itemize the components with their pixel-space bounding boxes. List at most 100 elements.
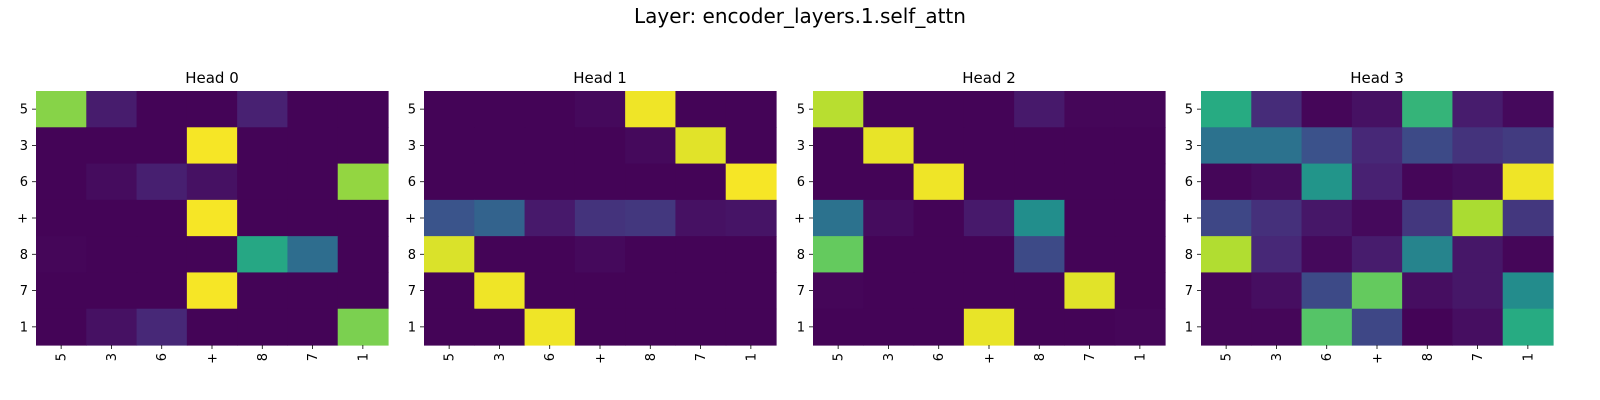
heatmap-cell [287,236,339,274]
heatmap-cell [725,236,777,274]
heatmap-cell [863,91,915,128]
heatmap-cell [863,127,915,165]
x-tick-label: 5 [55,353,70,361]
y-tick-label: 6 [797,175,805,190]
x-tick-label: + [206,353,221,364]
y-tick-label: 8 [1185,248,1193,263]
heatmap-cell [625,127,677,165]
heatmap-cell [337,236,389,274]
heatmap-cell [1201,308,1252,346]
heatmap-cell [237,272,289,310]
heatmap-cell [36,127,87,165]
x-tick-label: 8 [1421,353,1436,361]
x-tick-label: 3 [493,353,508,361]
heatmap-cell [1201,199,1252,237]
heatmap-cell [1014,199,1066,237]
y-tick-label: 8 [408,248,416,263]
heatmap-cell [337,127,389,165]
heatmap-cell [1251,236,1303,274]
heatmap-cell [237,199,289,237]
heatmap-cell [1064,236,1116,274]
heatmap-cell [237,236,289,274]
heatmap-cell [287,163,339,201]
heatmap-cell [963,163,1015,201]
heatmap-cell [474,199,526,237]
heatmap-cell [863,163,915,201]
heatmap-cell [86,236,138,274]
x-tick-label: 6 [1320,353,1335,361]
heatmap-cell [1114,127,1166,165]
y-tick-label: + [794,212,805,227]
heatmap-cell [913,127,965,165]
heatmap-cell [813,91,864,128]
x-tick-label: 1 [1521,353,1536,361]
heatmap-cell [625,91,677,128]
heatmap-cell [1064,91,1116,128]
heatmap-cell [863,308,915,346]
heatmap-cell [474,236,526,274]
heatmap-cell [1064,272,1116,310]
heatmap-cell [474,308,526,346]
heatmap-cell [1351,127,1403,165]
heatmap-cell [1452,236,1504,274]
heatmap-cell [1301,199,1353,237]
heatmap-cell [963,308,1015,346]
heatmap-cell [574,163,626,201]
heatmap-cell [86,163,138,201]
heatmap-cell [574,127,626,165]
heatmap-cell [1251,272,1303,310]
x-tick-label: 1 [1133,353,1148,361]
heatmap-cell [186,199,238,237]
heatmap-cell [86,272,138,310]
heatmap-cell [186,308,238,346]
x-tick-label: 7 [306,353,321,361]
y-tick-label: 6 [1185,175,1193,190]
heatmap-cell [186,272,238,310]
heatmap-cell [1114,272,1166,310]
heatmap-cell [524,163,576,201]
y-tick-label: 5 [20,103,28,118]
heatmap-cell [1201,272,1252,310]
x-tick-label: 5 [1220,353,1235,361]
heatmap-cell [1351,163,1403,201]
y-tick-label: + [405,212,416,227]
heatmap-cell [86,308,138,346]
heatmap-cell [574,236,626,274]
heatmap-cell [675,91,727,128]
heatmap-cell [725,308,777,346]
heatmap-cell [1301,272,1353,310]
heatmap-cell [36,163,87,201]
heatmap-cell [675,308,727,346]
heatmap-cell [1114,308,1166,346]
heatmap-cell [813,163,864,201]
heatmap-cell [424,199,475,237]
x-tick-label: + [594,353,609,364]
heatmap-cell [1301,163,1353,201]
heatmap-cell [1014,272,1066,310]
heatmap-cell [1201,127,1252,165]
heatmap-cell [1251,91,1303,128]
heatmap-cell [913,91,965,128]
heatmap-cell [1014,91,1066,128]
heatmap-cell [424,308,475,346]
heatmap-cell [1402,272,1454,310]
heatmap-cell [1452,308,1504,346]
y-tick-label: 6 [20,175,28,190]
heatmap-cell [337,272,389,310]
heatmap-cell [1452,199,1504,237]
heatmap-cell [1502,308,1554,346]
head-title: Head 2 [962,69,1016,87]
heatmap-cell [963,199,1015,237]
x-tick-label: 3 [105,353,120,361]
heatmap-cell [625,308,677,346]
heatmap-panel-3: Head 3 5 3 6 +8 7 1 5 3 6 +8 7 1 [1182,69,1554,364]
heatmap-cell [186,236,238,274]
heatmap-cell [1064,163,1116,201]
x-tick-label: 6 [932,353,947,361]
heatmap-cell [1251,199,1303,237]
head-title: Head 3 [1350,69,1404,87]
heatmap-cell [287,272,339,310]
heatmap-cell [524,91,576,128]
heatmap-cell [1064,199,1116,237]
